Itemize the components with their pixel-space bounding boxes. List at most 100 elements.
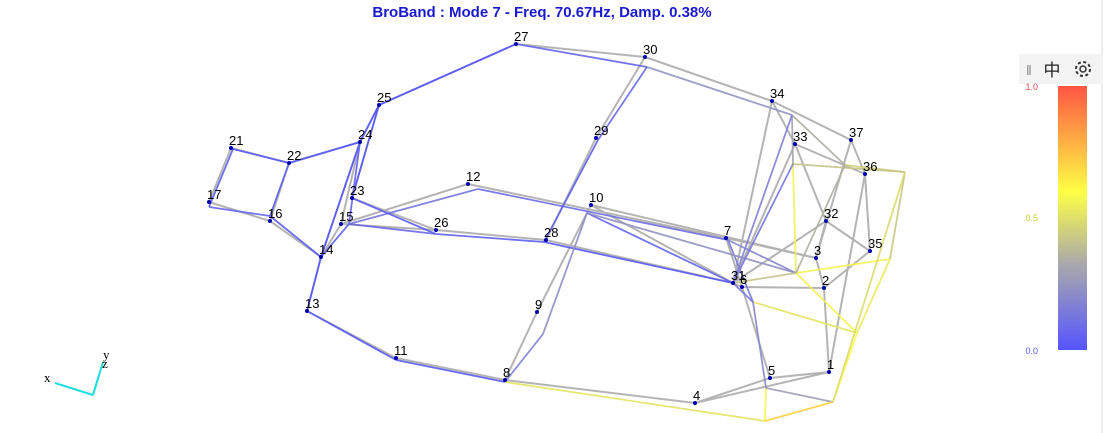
deformed-edge	[795, 258, 891, 274]
deformed-edge	[795, 164, 846, 274]
node-label: 14	[319, 242, 333, 257]
undeformed-edge	[864, 173, 871, 252]
node	[768, 376, 772, 380]
deformed-edge	[208, 148, 234, 208]
node	[358, 140, 362, 144]
deformed-edge	[765, 387, 834, 403]
node-label: 3	[814, 243, 821, 258]
node-label: 9	[535, 297, 542, 312]
toolbar	[1019, 54, 1103, 84]
deformed-edge	[348, 188, 479, 225]
node	[814, 256, 818, 260]
undeformed-edge	[771, 100, 852, 141]
undeformed-edge	[467, 183, 727, 239]
deformed-edge	[348, 141, 361, 225]
deformed-edge	[791, 114, 794, 165]
node-label: 35	[868, 236, 882, 251]
undeformed-edge	[320, 223, 342, 258]
node-label: 5	[768, 363, 775, 378]
node	[643, 55, 647, 59]
undeformed-edge	[815, 139, 852, 259]
deformed-edge	[320, 141, 361, 258]
node	[863, 172, 867, 176]
deformed-edge	[504, 333, 544, 383]
axis-label: x	[44, 370, 51, 385]
axis-label: y	[103, 347, 110, 362]
node-label: 22	[287, 148, 301, 163]
node-label: 8	[503, 365, 510, 380]
node-label: 7	[724, 223, 731, 238]
toolbar-handle: ‖	[1026, 62, 1032, 78]
node	[319, 255, 323, 259]
deformed-edge	[543, 139, 599, 243]
node	[731, 281, 735, 285]
deformed-edge	[856, 258, 891, 334]
deformed-edge	[791, 114, 846, 166]
undeformed-edge	[815, 257, 825, 289]
undeformed-edge	[769, 371, 830, 379]
colorbar-label: 0.0	[1025, 346, 1038, 356]
node	[268, 219, 272, 223]
node	[822, 286, 826, 290]
node-label: 24	[358, 127, 372, 142]
undeformed-edge	[694, 377, 771, 404]
node-label: 6	[740, 272, 747, 287]
undeformed-edge	[595, 56, 646, 139]
node	[589, 203, 593, 207]
node-label: 25	[377, 90, 391, 105]
node	[544, 238, 548, 242]
node-label: 17	[207, 187, 221, 202]
deformed-edge	[586, 212, 797, 274]
deformed-edge	[764, 401, 834, 422]
deformed-edge	[732, 272, 797, 284]
node	[693, 401, 697, 405]
undeformed-edge	[828, 173, 866, 373]
node-label: 2	[822, 273, 829, 288]
settings-button[interactable]	[1075, 61, 1091, 77]
node	[824, 219, 828, 223]
deformed-edge	[351, 104, 380, 199]
node-label: 26	[434, 215, 448, 230]
node-label: 28	[544, 225, 558, 240]
node-label: 21	[229, 133, 243, 148]
node	[207, 200, 211, 204]
deformed-edge	[727, 239, 754, 303]
deformed-edge	[232, 148, 290, 164]
node	[229, 146, 233, 150]
deformed-edge	[732, 282, 754, 303]
node-label: 34	[770, 86, 784, 101]
deformed-edge	[378, 43, 517, 106]
node	[377, 103, 381, 107]
node-label: 15	[339, 209, 353, 224]
deformed-edge	[889, 171, 906, 260]
node-label: 30	[643, 42, 657, 57]
colorbar-label: 1.0	[1025, 82, 1038, 92]
node-label: 37	[849, 125, 863, 140]
deformed-edge	[752, 301, 858, 334]
deformed-edge	[792, 163, 906, 173]
deformed-edge	[269, 162, 290, 217]
node-label: 4	[693, 388, 700, 403]
deformed-edge	[306, 256, 322, 312]
language-button[interactable]: 中	[1044, 61, 1061, 80]
deformed-edge	[542, 212, 588, 335]
node	[514, 42, 518, 46]
node-label: 1	[827, 357, 834, 372]
node-label: 23	[350, 183, 364, 198]
node	[503, 378, 507, 382]
deformed-edge	[732, 114, 793, 284]
undeformed-edge	[504, 311, 538, 381]
deformed-edge	[515, 43, 648, 68]
node	[305, 309, 309, 313]
undeformed-edge	[536, 204, 592, 313]
node	[793, 142, 797, 146]
axis-label: z	[102, 356, 108, 371]
node	[740, 285, 744, 289]
deformed-edge	[597, 66, 648, 141]
node-label: 31	[731, 268, 745, 283]
deformed-edge	[269, 215, 322, 258]
deformed-edge	[543, 241, 734, 284]
node-label: 29	[594, 123, 608, 138]
node-label: 32	[824, 206, 838, 221]
